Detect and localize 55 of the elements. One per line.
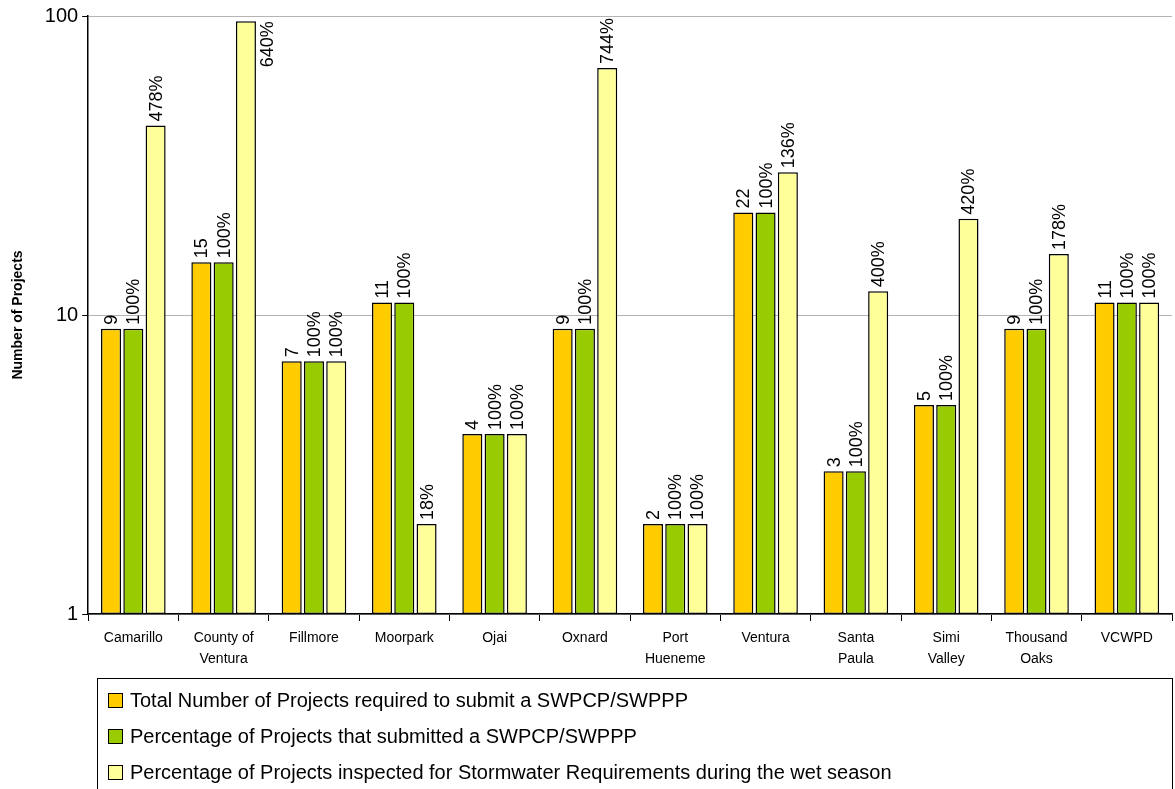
legend-label: Total Number of Projects required to submit a SWPCP/SWPPP	[130, 688, 688, 712]
annotation: 400%	[868, 241, 889, 288]
annotation: 640%	[256, 21, 277, 68]
annotation: 100%	[1026, 278, 1047, 325]
annotation: 100%	[394, 252, 415, 299]
x-tick-label: County of Ventura	[193, 629, 254, 667]
annotation: 100%	[665, 473, 686, 520]
legend-label: Percentage of Projects inspected for Stormwater Requirements during the wet season	[130, 760, 892, 784]
x-tick-label: Ventura	[741, 629, 790, 646]
annotation: 100%	[755, 162, 776, 209]
annotation: 478%	[145, 75, 166, 122]
data-label: 2	[642, 509, 663, 520]
x-tick-label: Moorpark	[374, 629, 435, 646]
legend-label: Percentage of Projects that submitted a SWPCP/SWPPP	[130, 724, 637, 748]
annotation: 100%	[506, 383, 527, 430]
x-tick-label: Santa Paula	[837, 629, 875, 667]
y-tick-label: 10	[55, 302, 79, 325]
annotation: 100%	[484, 383, 505, 430]
data-label: 9	[1004, 314, 1025, 325]
data-label: 22	[733, 188, 754, 209]
annotation: 100%	[936, 354, 957, 402]
data-label: 11	[371, 279, 392, 299]
data-label: 5	[913, 390, 934, 402]
annotation: 744%	[597, 17, 618, 64]
y-axis-title: Number of Projects	[9, 250, 26, 380]
data-label: 9	[552, 314, 573, 325]
y-tick-label: 1	[67, 601, 79, 624]
annotation: 18%	[416, 483, 437, 520]
x-tick-label: Camarillo	[103, 629, 164, 646]
annotation: 178%	[1048, 203, 1069, 250]
annotation: 100%	[1116, 252, 1137, 299]
annotation: 100%	[303, 311, 324, 358]
annotation: 420%	[958, 168, 979, 215]
data-label: 7	[281, 347, 302, 358]
annotation: 100%	[687, 473, 708, 520]
x-tick-label: Port Hueneme	[644, 629, 706, 667]
annotation: 100%	[326, 311, 347, 358]
annotation: 100%	[213, 212, 234, 259]
annotation: 100%	[845, 421, 866, 468]
annotation: 100%	[123, 278, 144, 325]
annotation: 136%	[777, 122, 798, 169]
x-tick-label: Ojai	[482, 629, 508, 646]
data-label: 11	[1094, 279, 1115, 299]
data-label: 15	[191, 238, 212, 259]
data-label: 4	[462, 419, 483, 430]
x-tick-label: Fillmore	[289, 629, 340, 646]
x-tick-label: Simi Valley	[927, 629, 965, 667]
x-tick-label: Oxnard	[561, 629, 608, 646]
annotation: 100%	[574, 278, 595, 325]
data-label: 3	[823, 457, 844, 468]
data-label: 9	[101, 314, 122, 325]
x-tick-label: VCWPD	[1100, 629, 1153, 646]
y-tick-label: 100	[44, 3, 79, 26]
annotation: 100%	[1139, 252, 1160, 299]
x-tick-label: Thousand Oaks	[1005, 629, 1068, 667]
